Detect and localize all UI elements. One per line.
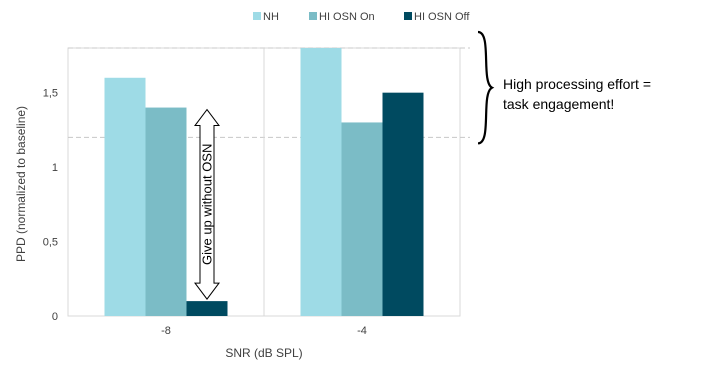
bar-nh-0 bbox=[104, 77, 146, 317]
bar-hi-osn-off-1 bbox=[382, 92, 424, 317]
x-tick-label: -8 bbox=[161, 325, 171, 337]
legend-label-hi-osn-off: HI OSN Off bbox=[414, 11, 470, 23]
bar-nh-1 bbox=[300, 48, 342, 316]
x-tick-label: -4 bbox=[357, 325, 367, 337]
legend-swatch-hi-osn-off bbox=[404, 12, 412, 20]
x-axis-title: SNR (dB SPL) bbox=[225, 346, 302, 360]
double-arrow-icon bbox=[194, 108, 220, 300]
y-tick-label: 0 bbox=[52, 311, 58, 323]
bar-hi-osn-on-1 bbox=[341, 122, 383, 316]
curly-brace-icon bbox=[477, 30, 495, 145]
legend-label-hi-osn-on: HI OSN On bbox=[319, 11, 375, 23]
bar-hi-osn-on-0 bbox=[145, 107, 187, 316]
bar-hi-osn-off-0 bbox=[186, 301, 228, 316]
brace-annotation-line-1: task engagement! bbox=[503, 96, 614, 112]
y-tick-label: 0,5 bbox=[43, 237, 58, 249]
legend-swatch-nh bbox=[253, 12, 261, 20]
y-tick-label: 1,5 bbox=[43, 88, 58, 100]
arrow-label: Give up without OSN bbox=[200, 144, 215, 265]
y-tick-label: 1 bbox=[52, 162, 58, 174]
brace-annotation-line-0: High processing effort = bbox=[503, 76, 651, 92]
y-axis-title: PPD (normalized to baseline) bbox=[14, 106, 28, 262]
legend-label-nh: NH bbox=[263, 11, 279, 23]
legend-swatch-hi-osn-on bbox=[309, 12, 317, 20]
